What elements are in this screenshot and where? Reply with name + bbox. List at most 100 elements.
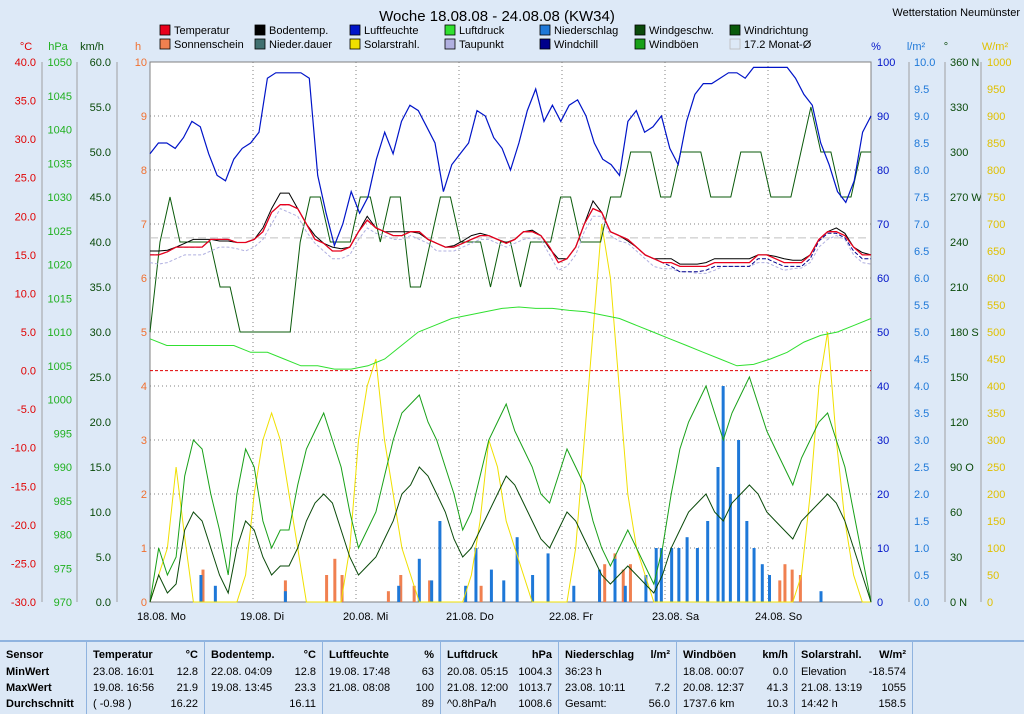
tick-temp: 35.0 [15, 96, 36, 108]
tick-pressure: 1010 [48, 327, 72, 339]
stats-value: 89 [421, 698, 434, 710]
tick-wind: 35.0 [90, 282, 111, 294]
stats-row: MinWert [6, 664, 80, 680]
legend-swatch [159, 24, 171, 36]
tick-direction: 360 N [950, 57, 979, 69]
legend-label: Sonnenschein [174, 39, 244, 51]
legend-swatch [539, 38, 551, 50]
tick-humidity: 70 [877, 219, 889, 231]
legend: Temperatur Sonnenschein Bodentemp. Nieder.d… [159, 24, 812, 51]
grid [150, 62, 871, 602]
tick-solar: 400 [987, 381, 1005, 393]
tick-direction: 60 [950, 507, 962, 519]
stats-label: 18.08. 00:07 [683, 666, 745, 678]
rain-bar [213, 585, 217, 602]
x-labels: 18.08. Mo 19.08. Di 20.08. Mi 21.08. Do 22.0… [137, 611, 802, 623]
tick-temp: -25.0 [11, 558, 36, 570]
rain-bar [474, 548, 478, 602]
tick-temp: 5.0 [21, 327, 36, 339]
x-label: 18.08. Mo [137, 611, 186, 623]
tick-rain: 3.5 [914, 408, 929, 420]
tick-hours: 2 [141, 489, 147, 501]
tick-solar: 550 [987, 300, 1005, 312]
stats-header-name: Temperatur [93, 649, 153, 661]
rain-bar [397, 585, 401, 602]
stats-header: Niederschlag l/m² [565, 646, 670, 664]
tick-pressure: 990 [54, 462, 72, 474]
stats-label: 19.08. 16:56 [93, 682, 155, 694]
stats-column: Niederschlag l/m² 36:23 h 23.08. 10:11 7.2 Ge… [559, 642, 677, 714]
tick-temp: -5.0 [17, 404, 36, 416]
stats-label: 21.08. 08:08 [329, 682, 391, 694]
stats-value: 1055 [881, 682, 906, 694]
stats-header-name: Niederschlag [565, 649, 635, 661]
legend-label: Temperatur [174, 25, 230, 37]
stats-column: Luftfeuchte% 19.08. 17:48 63 21.08. 08:08 10… [323, 642, 441, 714]
legend-label: Solarstrahl. [364, 39, 420, 51]
tick-rain: 8.0 [914, 165, 929, 177]
legend-swatch [634, 24, 646, 36]
rain-bar [515, 537, 519, 602]
stats-label: 22.08. 04:09 [211, 666, 273, 678]
stats-value: 41.3 [766, 682, 788, 694]
tick-solar: 950 [987, 84, 1005, 96]
stats-row: 14:42 h 158.5 [801, 696, 906, 712]
tick-temp: -15.0 [11, 481, 36, 493]
tick-humidity: 90 [877, 111, 889, 123]
tick-direction: 120 [950, 417, 968, 429]
stats-value: 158.5 [878, 698, 906, 710]
tick-rain: 1.5 [914, 516, 929, 528]
rain-bar [546, 553, 550, 602]
stats-row: Durchschnitt [6, 696, 80, 712]
rain-bar [502, 580, 506, 602]
stats-label: 23.08. 10:11 [565, 682, 626, 694]
tick-pressure: 995 [54, 428, 72, 440]
stats-header-unit: km/h [762, 649, 788, 661]
tick-wind: 0.0 [96, 597, 111, 609]
rain-bar [721, 386, 725, 602]
tick-solar: 850 [987, 138, 1005, 150]
tick-rain: 6.0 [914, 273, 929, 285]
tick-pressure: 1050 [48, 57, 72, 69]
stats-label: Elevation [801, 666, 847, 678]
stats-row: 23.08. 10:11 7.2 [565, 680, 670, 696]
tick-solar: 250 [987, 462, 1005, 474]
tick-pressure: 1000 [48, 395, 72, 407]
tick-pressure: 1030 [48, 192, 72, 204]
tick-humidity: 50 [877, 327, 889, 339]
tick-pressure: 1045 [48, 91, 72, 103]
stats-value: 100 [415, 682, 434, 694]
stats-header: Temperatur °C [93, 646, 198, 664]
rain-bar [695, 548, 699, 602]
sunshine-bar [386, 591, 390, 602]
tick-wind: 60.0 [90, 57, 111, 69]
stats-header: Bodentemp. °C [211, 646, 316, 664]
tick-humidity: 100 [877, 57, 895, 69]
rain-bar [768, 575, 771, 602]
stats-value: 56.0 [648, 698, 670, 710]
stats-row: 22.08. 04:09 12.8 [211, 664, 316, 680]
axis-unit-solar: W/m² [982, 41, 1009, 53]
axis-unit-hours: h [135, 41, 141, 53]
sunshine-bar [790, 569, 794, 602]
stats-label: 20.08. 05:15 [447, 666, 509, 678]
tick-wind: 55.0 [90, 102, 111, 114]
tick-rain: 3.0 [914, 435, 929, 447]
tick-temp: 15.0 [15, 250, 36, 262]
tick-pressure: 1005 [48, 361, 72, 373]
stats-label: ^0.8hPa/h [447, 698, 497, 710]
tick-direction: 210 [950, 282, 968, 294]
sunshine-bar [628, 564, 632, 602]
tick-solar: 500 [987, 327, 1005, 339]
stats-row: 18.08. 00:07 0.0 [683, 664, 788, 680]
tick-hours: 8 [141, 165, 147, 177]
tick-direction: 240 [950, 237, 968, 249]
tick-rain: 9.5 [914, 84, 929, 96]
tick-pressure: 1020 [48, 260, 72, 272]
tick-wind: 5.0 [96, 552, 111, 564]
rain-bar [623, 585, 627, 602]
sunshine-bar [783, 564, 787, 602]
stats-label: 23.08. 16:01 [93, 666, 155, 678]
sunshine-bar [325, 575, 329, 602]
tick-humidity: 30 [877, 435, 889, 447]
